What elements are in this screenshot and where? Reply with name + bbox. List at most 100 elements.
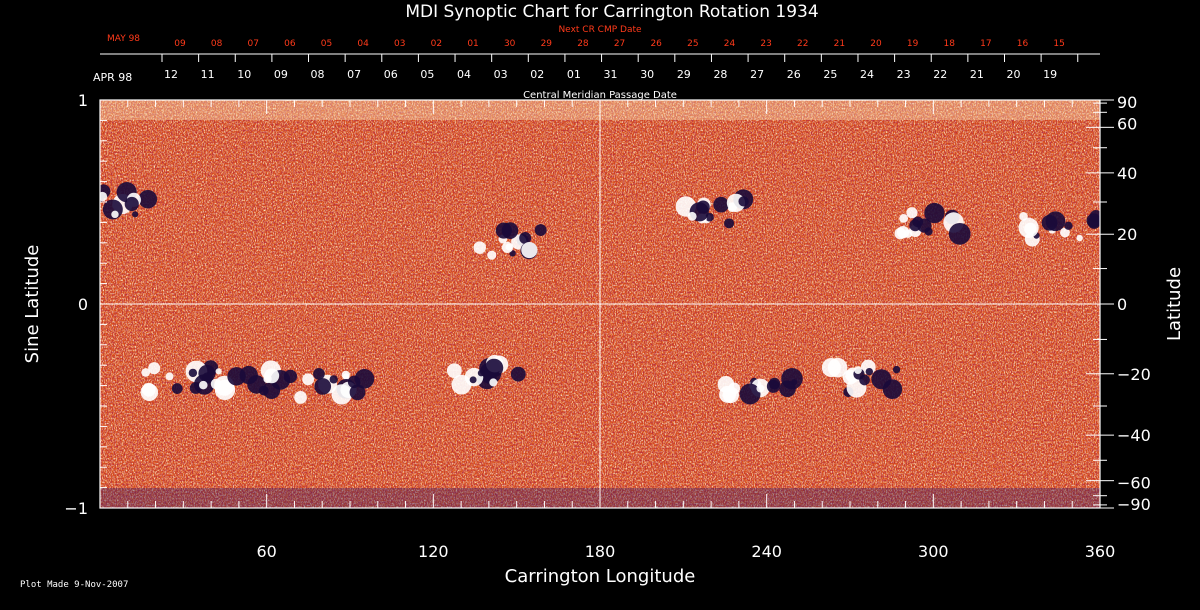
negative-flux-patch bbox=[871, 369, 892, 390]
cmp-date-label: 12 bbox=[164, 68, 178, 81]
positive-flux-patch bbox=[1076, 234, 1083, 242]
positive-flux-patch bbox=[487, 250, 497, 260]
positive-flux-patch bbox=[719, 385, 737, 403]
next-cr-cmp-date-label: 07 bbox=[248, 39, 259, 49]
positive-flux-patch bbox=[906, 207, 918, 219]
negative-flux-patch bbox=[892, 365, 901, 374]
positive-flux-patch bbox=[294, 391, 307, 404]
cmp-date-label: 24 bbox=[860, 68, 874, 81]
next-cr-cmp-date-label: 09 bbox=[174, 39, 186, 49]
next-cr-cmp-date-label: 05 bbox=[321, 39, 332, 49]
next-cr-cmp-date-label: 27 bbox=[614, 39, 625, 49]
negative-flux-patch bbox=[484, 358, 504, 378]
x-tick-label: 180 bbox=[585, 542, 616, 561]
y-right-tick-label: 90 bbox=[1117, 93, 1137, 112]
cmp-date-label: 27 bbox=[750, 68, 764, 81]
cmp-date-label: 02 bbox=[530, 68, 544, 81]
active-region bbox=[100, 182, 158, 220]
next-cr-cmp-date-label: 23 bbox=[760, 39, 771, 49]
y-right-tick-label: −90 bbox=[1117, 495, 1151, 514]
next-cr-cmp-date-label: 03 bbox=[394, 39, 405, 49]
positive-flux-patch bbox=[451, 374, 472, 395]
negative-flux-patch bbox=[477, 369, 485, 377]
active-region bbox=[717, 368, 803, 405]
y-axis-right-label: Latitude bbox=[1164, 267, 1185, 341]
positive-flux-patch bbox=[199, 380, 208, 390]
active-region bbox=[675, 189, 754, 229]
y-left-tick-label: 0 bbox=[78, 295, 88, 314]
cmp-date-label: 30 bbox=[640, 68, 654, 81]
positive-flux-patch bbox=[148, 362, 161, 375]
negative-flux-patch bbox=[283, 369, 298, 384]
active-region bbox=[821, 357, 903, 399]
cmp-date-label: 31 bbox=[604, 68, 618, 81]
negative-flux-patch bbox=[519, 232, 532, 245]
cmp-date-label: 22 bbox=[933, 68, 947, 81]
positive-flux-patch bbox=[100, 191, 108, 202]
cmp-date-label: 06 bbox=[384, 68, 398, 81]
positive-flux-patch bbox=[473, 241, 486, 254]
cmp-date-label: 09 bbox=[274, 68, 288, 81]
cmp-date-label: 19 bbox=[1043, 68, 1057, 81]
next-cr-cmp-date-label: 25 bbox=[687, 39, 698, 49]
next-cr-cmp-date-label: 06 bbox=[284, 39, 296, 49]
positive-flux-patch bbox=[111, 210, 119, 219]
cmp-date-label: 23 bbox=[897, 68, 911, 81]
active-region bbox=[1018, 209, 1100, 247]
y-left-tick-label: −1 bbox=[64, 499, 88, 518]
next-cr-cmp-date-label: 18 bbox=[944, 39, 956, 49]
y-axis-left-label: Sine Latitude bbox=[22, 245, 43, 364]
cmp-date-label: 25 bbox=[823, 68, 837, 81]
next-cr-cmp-date-label: 21 bbox=[834, 39, 845, 49]
positive-flux-patch bbox=[1059, 227, 1070, 238]
negative-flux-patch bbox=[138, 189, 158, 209]
next-cr-cmp-date-label: 15 bbox=[1053, 39, 1064, 49]
positive-flux-patch bbox=[302, 373, 315, 386]
x-tick-label: 240 bbox=[751, 542, 782, 561]
next-cr-cmp-date-label: 24 bbox=[724, 39, 736, 49]
positive-flux-patch bbox=[141, 382, 156, 397]
y-right-tick-label: −40 bbox=[1117, 426, 1151, 445]
negative-flux-patch bbox=[1041, 214, 1058, 231]
negative-flux-patch bbox=[188, 368, 198, 378]
cmp-date-label: 08 bbox=[311, 68, 325, 81]
negative-flux-patch bbox=[948, 222, 971, 245]
x-tick-label: 120 bbox=[418, 542, 449, 561]
y-axis-left: −1 0 1 bbox=[64, 91, 114, 518]
chart-title: MDI Synoptic Chart for Carrington Rotati… bbox=[405, 2, 818, 22]
negative-flux-patch bbox=[313, 367, 325, 380]
cmp-axis-label: Central Meridian Passage Date bbox=[523, 90, 677, 101]
next-cr-cmp-date-label: 22 bbox=[797, 39, 808, 49]
negative-flux-patch bbox=[347, 375, 361, 389]
positive-flux-patch bbox=[501, 241, 514, 254]
positive-flux-patch bbox=[521, 241, 538, 259]
next-cr-cmp-ticks bbox=[161, 54, 1079, 62]
positive-flux-patch bbox=[100, 189, 101, 192]
cmp-month: APR 98 bbox=[93, 71, 132, 84]
next-cr-cmp-date-label: 02 bbox=[431, 39, 442, 49]
negative-flux-patch bbox=[349, 384, 366, 401]
negative-flux-patch bbox=[924, 202, 945, 224]
negative-flux-patch bbox=[724, 218, 735, 229]
negative-flux-patch bbox=[739, 383, 761, 405]
active-region bbox=[294, 367, 375, 405]
negative-flux-patch bbox=[495, 222, 512, 239]
next-cr-cmp-date-label: 16 bbox=[1017, 39, 1029, 49]
next-cr-cmp-date-label: 08 bbox=[211, 39, 223, 49]
cmp-date-label: 03 bbox=[494, 68, 508, 81]
positive-flux-patch bbox=[341, 370, 350, 379]
positive-flux-patch bbox=[756, 384, 765, 393]
negative-flux-patch bbox=[917, 218, 932, 233]
negative-flux-patch bbox=[766, 379, 780, 393]
negative-flux-patch bbox=[1086, 213, 1100, 228]
next-cr-cmp-date-label: 26 bbox=[650, 39, 662, 49]
cmp-date-label: 11 bbox=[201, 68, 215, 81]
x-axis: 60 120 180 240 300 360 bbox=[127, 100, 1115, 561]
active-region bbox=[894, 202, 971, 245]
positive-flux-patch bbox=[215, 368, 222, 375]
next-cr-cmp-date-label: 01 bbox=[467, 39, 478, 49]
cmp-date-label: 28 bbox=[713, 68, 727, 81]
y-left-tick-label: 1 bbox=[78, 91, 88, 110]
positive-flux-patch bbox=[141, 368, 150, 377]
